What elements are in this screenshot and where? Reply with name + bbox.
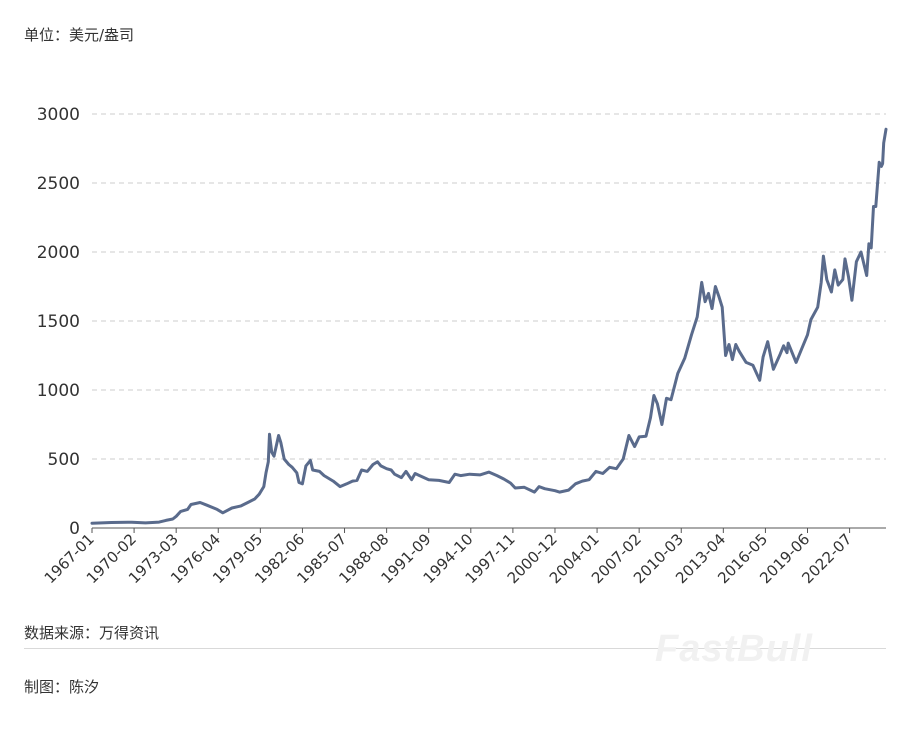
unit-label: 单位：美元/盎司 (24, 26, 135, 44)
data-source-note: 数据来源：万得资讯 (24, 624, 160, 642)
y-tick-label: 1500 (37, 312, 80, 332)
y-tick-label: 500 (48, 450, 80, 470)
series-layer (90, 127, 888, 525)
y-tick-label: 2500 (37, 174, 80, 194)
gold-price-series-line (90, 127, 888, 525)
footer-divider (24, 648, 886, 649)
y-tick-label: 3000 (37, 105, 80, 125)
x-axis: 1967-011970-021973-031976-041979-051982-… (41, 527, 886, 587)
chart-maker-note: 制图：陈汐 (24, 678, 100, 696)
gold-price-line-chart: 0 500 1000 1500 2000 2500 3000 1967-011970-021… (37, 105, 888, 587)
fastbull-watermark: FastBull (655, 628, 813, 670)
y-tick-label: 2000 (37, 243, 80, 263)
y-axis-ticks: 0 500 1000 1500 2000 2500 3000 (37, 105, 80, 539)
y-tick-label: 1000 (37, 381, 80, 401)
grid-lines (92, 113, 886, 460)
y-tick-label: 0 (69, 519, 80, 539)
